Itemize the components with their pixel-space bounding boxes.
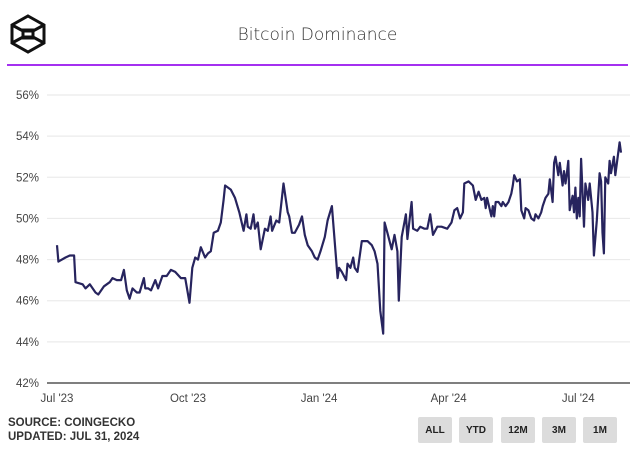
updated-label: UPDATED: JUL 31, 2024	[8, 431, 140, 443]
range-1m-button[interactable]: 1M	[583, 417, 617, 443]
line-chart: 42% 44% 46% 48% 50% 52% 54% 56% Jul '23 Oct '23 Ja…	[16, 90, 630, 405]
chart-title: Bitcoin Dominance	[237, 25, 398, 45]
x-tick-label: Oct '23	[170, 393, 206, 405]
range-3m-button[interactable]: 3M	[542, 417, 576, 443]
header-divider	[7, 64, 628, 66]
y-tick-label: 54%	[16, 131, 39, 143]
y-tick-label: 42%	[16, 378, 39, 390]
x-tick-label: Jul '23	[41, 393, 74, 405]
source-label: SOURCE: COINGECKO	[8, 417, 136, 429]
range-12m-button[interactable]: 12M	[501, 417, 535, 443]
y-tick-label: 56%	[16, 90, 39, 102]
range-ytd-button[interactable]: YTD	[459, 417, 493, 443]
y-tick-label: 52%	[16, 172, 39, 184]
x-tick-label: Apr '24	[431, 393, 468, 405]
range-all-button[interactable]: ALL	[418, 417, 452, 443]
y-tick-label: 50%	[16, 213, 39, 225]
x-tick-label: Jul '24	[562, 393, 595, 405]
x-tick-label: Jan '24	[301, 393, 338, 405]
y-tick-label: 46%	[16, 296, 39, 308]
hexagon-cube-logo-icon	[10, 14, 46, 54]
y-tick-label: 48%	[16, 255, 39, 267]
dominance-line	[55, 141, 623, 335]
y-tick-label: 44%	[16, 337, 39, 349]
